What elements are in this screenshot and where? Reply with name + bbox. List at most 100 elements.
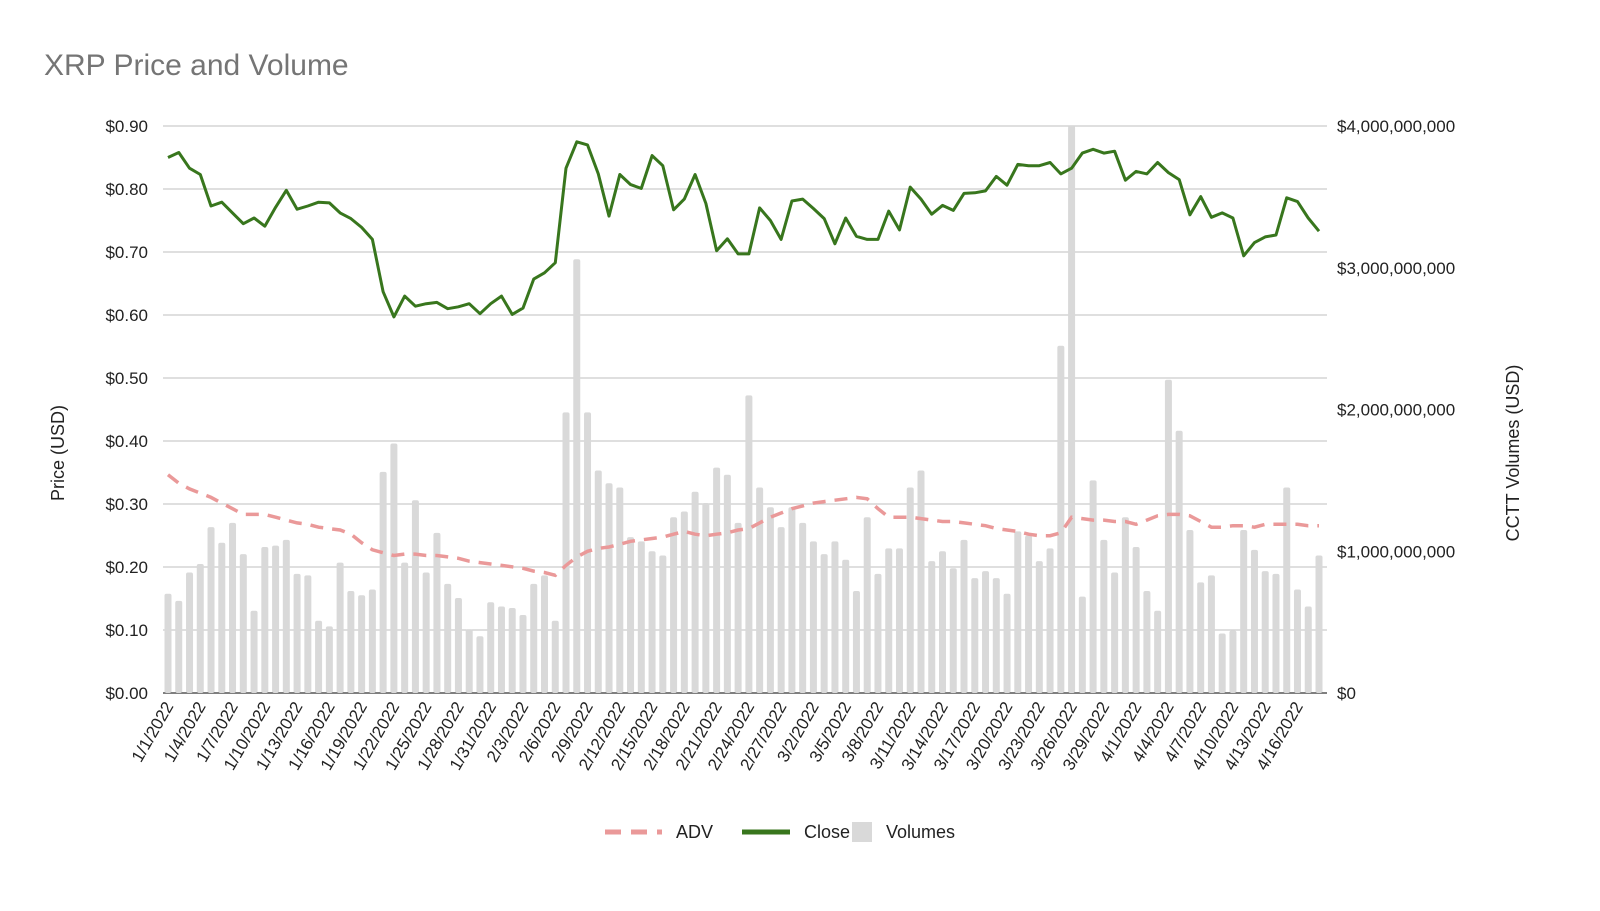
volume-bars bbox=[164, 126, 1323, 693]
left-tick-label: $0.40 bbox=[105, 432, 148, 451]
volume-bar bbox=[885, 548, 893, 693]
volume-bar bbox=[186, 572, 194, 693]
volume-bar bbox=[1283, 487, 1291, 693]
volume-bar bbox=[250, 610, 258, 693]
left-tick-label: $0.80 bbox=[105, 180, 148, 199]
volume-bar bbox=[648, 551, 656, 693]
volume-bar bbox=[605, 483, 613, 693]
volume-bar bbox=[1121, 517, 1129, 693]
volume-bar bbox=[1035, 561, 1043, 693]
volume-bar bbox=[218, 542, 226, 693]
volume-bar bbox=[1132, 546, 1140, 693]
left-tick-label: $0.50 bbox=[105, 369, 148, 388]
volume-bar bbox=[1164, 379, 1172, 693]
volume-bar bbox=[433, 532, 441, 693]
legend-volumes-label: Volumes bbox=[886, 822, 955, 842]
volume-bar bbox=[347, 590, 355, 693]
volume-bar bbox=[960, 539, 968, 693]
volume-bar bbox=[282, 539, 290, 693]
volume-bar bbox=[928, 561, 936, 693]
left-tick-label: $0.70 bbox=[105, 243, 148, 262]
volume-bar bbox=[1154, 610, 1162, 693]
right-tick-label: $0 bbox=[1337, 684, 1356, 703]
volume-bar bbox=[293, 573, 301, 693]
volume-bar bbox=[379, 471, 387, 693]
volume-bar bbox=[906, 487, 914, 693]
chart-title: XRP Price and Volume bbox=[44, 49, 349, 82]
right-tick-label: $4,000,000,000 bbox=[1337, 117, 1455, 136]
volume-bar bbox=[530, 583, 538, 693]
volume-bar bbox=[1218, 633, 1226, 693]
volume-bar bbox=[444, 583, 452, 693]
volume-bar bbox=[594, 470, 602, 693]
volume-bar bbox=[551, 620, 559, 693]
right-tick-label: $3,000,000,000 bbox=[1337, 259, 1455, 278]
left-tick-label: $0.90 bbox=[105, 117, 148, 136]
volume-bar bbox=[207, 527, 215, 693]
volume-bar bbox=[1003, 593, 1011, 693]
volume-bar bbox=[831, 541, 839, 693]
volume-bar bbox=[670, 517, 678, 693]
volume-bar bbox=[272, 545, 280, 693]
volume-bar bbox=[368, 589, 376, 693]
volume-bar bbox=[315, 620, 323, 693]
volume-bar bbox=[1057, 345, 1065, 693]
volume-bar bbox=[788, 507, 796, 693]
series-lines bbox=[166, 140, 1321, 578]
volume-bar bbox=[358, 595, 366, 693]
volume-bar bbox=[637, 541, 645, 693]
gridlines bbox=[163, 125, 1327, 694]
volume-bar bbox=[820, 554, 828, 693]
volume-bar bbox=[1014, 531, 1022, 693]
volume-bar bbox=[1304, 606, 1312, 693]
volume-bar bbox=[1143, 590, 1151, 693]
volume-bar bbox=[325, 626, 333, 693]
volume-bar bbox=[497, 606, 505, 693]
volume-bar bbox=[680, 511, 688, 693]
volume-bar bbox=[573, 259, 581, 693]
legend-close-label: Close bbox=[804, 822, 850, 842]
volume-bar bbox=[702, 503, 710, 693]
volume-bar bbox=[756, 487, 764, 693]
volume-bar bbox=[540, 575, 548, 693]
volume-bar bbox=[799, 522, 807, 693]
left-axis-title: Price (USD) bbox=[48, 405, 68, 501]
legend-volumes-swatch bbox=[852, 822, 872, 842]
volume-bar bbox=[562, 412, 570, 693]
volume-bar bbox=[992, 578, 1000, 693]
volume-bar bbox=[917, 470, 925, 693]
volume-bar bbox=[229, 522, 237, 693]
volume-bar bbox=[304, 575, 312, 693]
volume-bar bbox=[336, 562, 344, 693]
volume-bar bbox=[713, 467, 721, 693]
right-tick-label: $2,000,000,000 bbox=[1337, 401, 1455, 420]
right-axis-title: CCTT Volumes (USD) bbox=[1503, 365, 1523, 542]
volume-bar bbox=[982, 571, 990, 693]
volume-bar bbox=[476, 636, 484, 693]
volume-bar bbox=[390, 443, 398, 693]
volume-bar bbox=[939, 551, 947, 693]
volume-bar bbox=[895, 548, 903, 693]
volume-bar bbox=[239, 554, 247, 693]
volume-bar bbox=[842, 559, 850, 693]
x-axis-ticks: 1/1/20221/4/20221/7/20221/10/20221/13/20… bbox=[128, 699, 1307, 774]
volume-bar bbox=[1272, 573, 1280, 693]
volume-bar bbox=[659, 555, 667, 693]
volume-bar bbox=[1111, 572, 1119, 693]
close-line bbox=[167, 140, 1321, 319]
volume-bar bbox=[745, 395, 753, 693]
volume-bar bbox=[1229, 630, 1237, 693]
volume-bar bbox=[196, 564, 204, 693]
right-axis-ticks: $0 $1,000,000,000 $2,000,000,000 $3,000,000… bbox=[1337, 117, 1455, 703]
volume-bar bbox=[1315, 555, 1323, 693]
volume-bar bbox=[1250, 549, 1258, 693]
volume-bar bbox=[1186, 529, 1194, 693]
volume-bar bbox=[1240, 529, 1248, 693]
volume-bar bbox=[422, 572, 430, 693]
volume-bar bbox=[616, 487, 624, 693]
volume-bar bbox=[734, 522, 742, 693]
left-tick-label: $0.10 bbox=[105, 621, 148, 640]
adv-line bbox=[166, 473, 1319, 578]
volume-bar bbox=[175, 600, 183, 693]
